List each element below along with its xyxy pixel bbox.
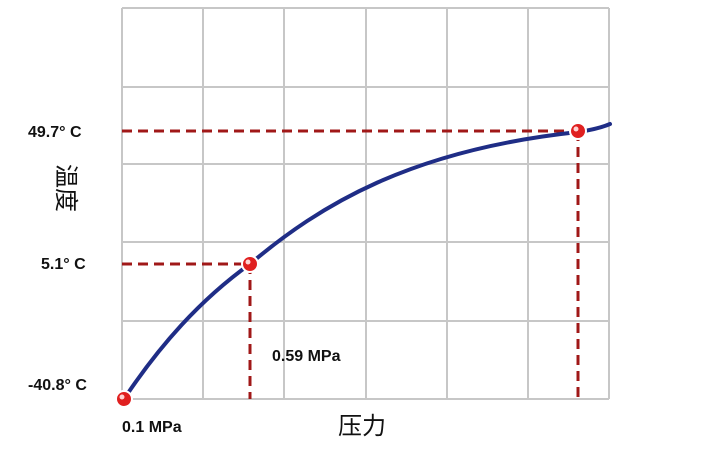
data-point-3 — [569, 122, 587, 140]
data-point-highlight-1 — [119, 394, 125, 400]
y-axis-title-group: 温度 — [52, 164, 80, 212]
data-point-highlight-3 — [573, 126, 579, 132]
labels: 49.7° C 5.1° C -40.8° C 0.1 MPa 0.59 MPa… — [28, 124, 386, 440]
y-tick-label-2: 5.1° C — [41, 256, 86, 273]
data-points — [115, 122, 587, 408]
x-axis-title: 压力 — [338, 412, 386, 440]
data-point-highlight-2 — [245, 259, 251, 265]
y-tick-label-3: -40.8° C — [28, 377, 87, 394]
grid-lines — [121, 7, 610, 400]
data-point-2 — [241, 255, 259, 273]
guide-lines — [122, 129, 580, 399]
x-tick-label-2: 0.59 MPa — [272, 348, 341, 365]
x-tick-label-1: 0.1 MPa — [122, 419, 182, 436]
data-point-1 — [115, 390, 133, 408]
y-axis-title: 温度 — [52, 164, 80, 212]
y-tick-label-1: 49.7° C — [28, 124, 82, 141]
